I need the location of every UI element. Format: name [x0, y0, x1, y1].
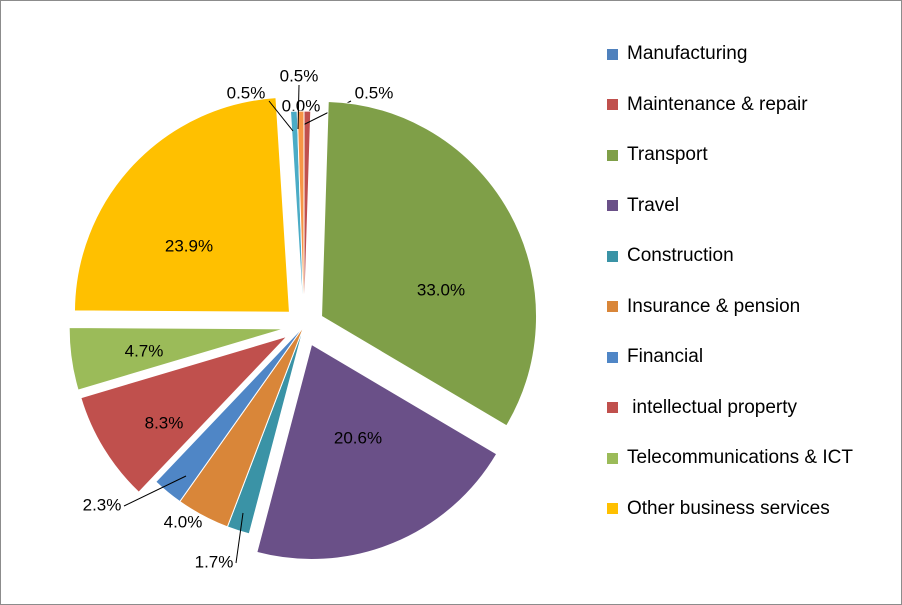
legend-item-construction: Construction — [607, 241, 734, 271]
legend-item-travel: Travel — [607, 191, 679, 221]
data-label-intellectual-property: 8.3% — [145, 413, 184, 432]
legend-swatch — [607, 301, 618, 312]
data-label-extra-small-1: 0.5% — [227, 83, 266, 102]
legend-item-intellectual-property: intellectual property — [607, 393, 797, 423]
legend-label: Financial — [627, 346, 704, 367]
legend-swatch — [607, 149, 618, 161]
data-label-telecommunications-ict: 4.7% — [125, 341, 164, 360]
data-label-other-business-services: 23.9% — [165, 236, 213, 255]
pie-slice-financial — [155, 325, 305, 503]
legend-label: Travel — [627, 194, 680, 216]
legend-item-maintenance-repair: Maintenance & repair — [607, 90, 808, 120]
legend-item-manufacturing: Manufacturing — [607, 39, 747, 69]
pie-slice-transport — [321, 100, 537, 427]
legend-label: Maintenance & repair — [627, 93, 808, 115]
data-label-travel: 20.6% — [334, 428, 382, 447]
data-label-transport: 33.0% — [417, 280, 465, 299]
legend-label: Telecommunications & ICT — [627, 447, 853, 468]
legend-swatch — [607, 503, 618, 514]
legend-swatch — [607, 351, 618, 363]
legend-swatch — [607, 452, 618, 464]
legend-label: Manufacturing — [627, 43, 748, 64]
pie-slice-maintenance-repair — [303, 110, 312, 327]
data-label-maintenance-repair: 0.5% — [355, 83, 394, 102]
leader-line-financial — [123, 475, 187, 507]
legend-item-other-business-services: Other business services — [607, 494, 830, 524]
legend-item-telecommunications-ict: Telecommunications & ICT — [607, 443, 853, 473]
legend-swatch — [607, 402, 618, 413]
legend-item-financial: Financial — [607, 342, 703, 372]
legend-label: Construction — [627, 245, 734, 266]
data-label-extra-small-2: 0.5% — [280, 66, 319, 85]
legend-item-transport: Transport — [607, 140, 708, 170]
pie-slice-travel — [256, 343, 498, 560]
legend-item-insurance-pension: Insurance & pension — [607, 292, 800, 322]
legend-swatch — [607, 99, 618, 110]
leader-line-extra-small-1 — [268, 100, 294, 132]
legend-label: Transport — [627, 144, 708, 165]
legend-label: Other business services — [627, 497, 830, 519]
pie-slice-telecommunications-ict — [68, 326, 285, 391]
pie-slice-other-business-services — [73, 97, 290, 313]
legend-label: Insurance & pension — [627, 295, 801, 317]
legend-swatch — [607, 200, 618, 211]
data-label-insurance-pension: 4.0% — [164, 512, 203, 531]
data-label-financial: 2.3% — [83, 495, 122, 514]
pie-slice-extra-small-2 — [296, 110, 305, 327]
leader-line-extra-small-2 — [297, 84, 300, 130]
data-label-construction: 1.7% — [195, 552, 234, 571]
legend-swatch — [607, 48, 618, 60]
pie-slice-intellectual-property — [80, 335, 289, 493]
leader-line-construction — [235, 512, 244, 564]
legend-label: intellectual property — [627, 396, 798, 418]
legend-swatch — [607, 250, 618, 262]
